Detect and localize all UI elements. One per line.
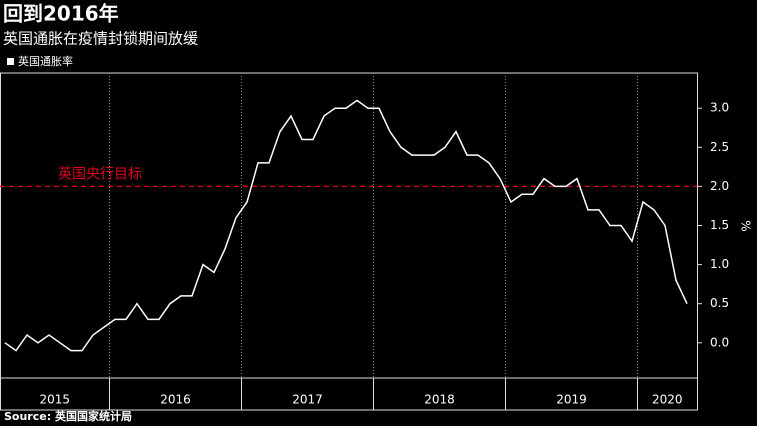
source: Source: 英国国家统计局: [4, 409, 132, 423]
y-tick-label: 2.0: [710, 179, 729, 193]
x-tick-label: 2016: [160, 393, 191, 407]
y-tick-label: 2.5: [710, 140, 729, 154]
x-tick-label: 2018: [424, 393, 455, 407]
y-axis-label: %: [739, 220, 753, 231]
y-tick-label: 3.0: [710, 101, 729, 115]
chart-title: 回到2016年: [3, 2, 119, 26]
chart-subtitle: 英国通胀在疫情封锁期间放缓: [3, 30, 198, 48]
y-tick-label: 1.5: [710, 218, 729, 232]
x-tick-label: 2015: [39, 393, 70, 407]
legend-swatch: [7, 58, 14, 65]
plot-frame: [0, 72, 698, 411]
y-tick-label: 1.0: [710, 257, 729, 271]
x-tick-label: 2019: [556, 393, 587, 407]
reference-label: 英国央行目标: [58, 165, 142, 182]
line-series: [4, 99, 688, 352]
x-tick-label: 2020: [652, 393, 683, 407]
x-tick-label: 2017: [292, 393, 323, 407]
y-tick-label: 0.5: [710, 296, 729, 310]
y-tick-label: 0.0: [710, 335, 729, 349]
legend-label: 英国通胀率: [18, 54, 73, 68]
